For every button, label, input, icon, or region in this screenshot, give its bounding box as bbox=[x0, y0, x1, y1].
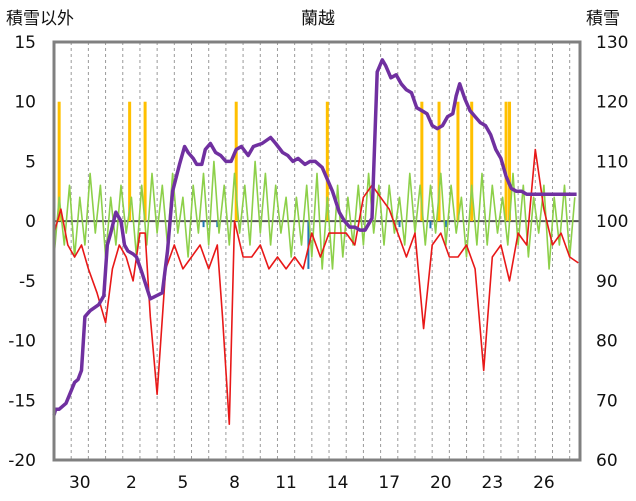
y-left-tick-label: -10 bbox=[8, 332, 36, 352]
y-left-tick-label: 5 bbox=[25, 152, 36, 172]
plot-frame bbox=[52, 40, 582, 462]
x-tick-label: 23 bbox=[482, 473, 504, 493]
y-right-tick-label: 100 bbox=[596, 212, 628, 232]
x-tick-label: 17 bbox=[378, 473, 400, 493]
y-right-tick-label: 130 bbox=[596, 33, 628, 53]
snowfall-bar bbox=[234, 101, 238, 222]
left-axis-title: 積雪以外 bbox=[6, 9, 74, 29]
snowfall-bar bbox=[508, 101, 512, 222]
y-left-tick-label: -5 bbox=[19, 272, 36, 292]
right-axis-title: 積雪 bbox=[586, 9, 620, 29]
snowfall-bar bbox=[57, 101, 61, 222]
y-right-tick-label: 90 bbox=[596, 272, 618, 292]
series bbox=[52, 58, 579, 426]
y-left-tick-label: 0 bbox=[25, 212, 36, 232]
y-right-tick-label: 70 bbox=[596, 391, 618, 411]
snowfall-bar bbox=[456, 101, 460, 222]
snow-depth-line bbox=[52, 58, 577, 416]
wind-line bbox=[53, 160, 576, 270]
precipitation-bar bbox=[216, 221, 219, 228]
y-left-tick-label: 10 bbox=[14, 93, 36, 113]
x-tick-label: 26 bbox=[533, 473, 555, 493]
precipitation-bar bbox=[398, 221, 401, 228]
y-left-tick-label: -20 bbox=[8, 451, 36, 471]
grid bbox=[54, 42, 580, 460]
precipitation-bar bbox=[444, 221, 447, 228]
axis-ticks: 15 10 5 0 -5 -10 -15 -20 130 120 110 100 90 80 70 60 30 2… bbox=[8, 33, 628, 493]
y-left-tick-label: -15 bbox=[8, 391, 36, 411]
snowfall-bar bbox=[470, 101, 474, 222]
x-tick-label: 11 bbox=[275, 473, 297, 493]
snowfall-bar bbox=[437, 101, 441, 222]
precipitation-bar bbox=[429, 221, 432, 229]
snowfall-bar bbox=[128, 101, 132, 222]
snowfall-bar bbox=[504, 101, 508, 222]
x-tick-label: 5 bbox=[178, 473, 189, 493]
y-right-tick-label: 60 bbox=[596, 451, 618, 471]
snowfall-bar bbox=[420, 101, 424, 222]
x-tick-label: 30 bbox=[69, 473, 91, 493]
y-right-tick-label: 110 bbox=[596, 152, 628, 172]
y-right-tick-label: 120 bbox=[596, 93, 628, 113]
x-tick-label: 20 bbox=[430, 473, 452, 493]
y-left-tick-label: 15 bbox=[14, 33, 36, 53]
x-tick-label: 8 bbox=[229, 473, 240, 493]
temperature-line bbox=[53, 148, 579, 426]
snowfall-bar bbox=[325, 101, 329, 222]
precipitation-bar bbox=[202, 221, 205, 228]
chart-title: 蘭越 bbox=[301, 9, 335, 29]
x-tick-label: 2 bbox=[126, 473, 137, 493]
x-tick-label: 14 bbox=[327, 473, 349, 493]
snowfall-bar bbox=[143, 101, 147, 222]
y-right-tick-label: 80 bbox=[596, 332, 618, 352]
